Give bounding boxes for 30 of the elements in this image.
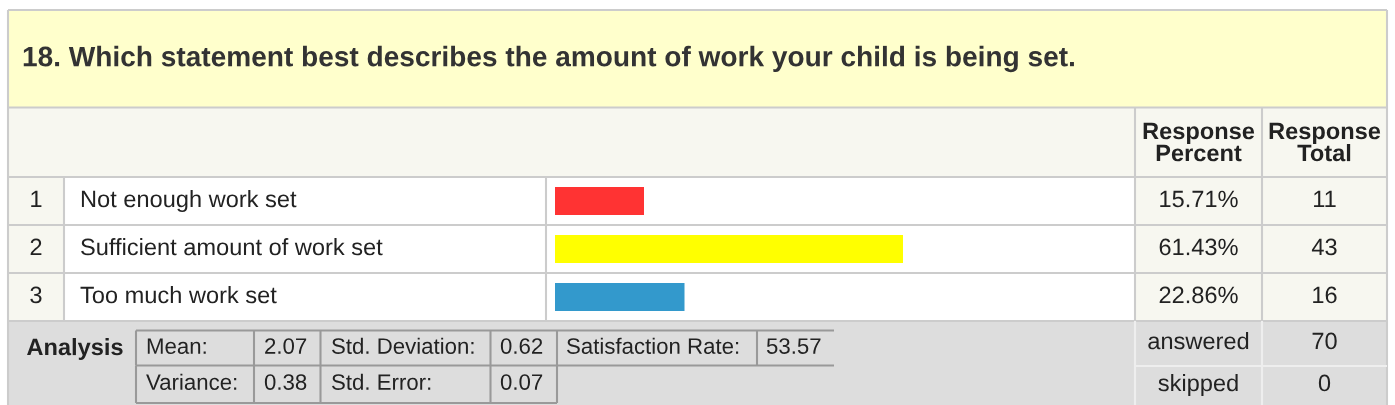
text: 16: [1313, 286, 1337, 304]
text: 3: [30, 286, 42, 304]
text: 11: [1314, 190, 1336, 208]
text: Std. Error:: [332, 373, 431, 390]
text: 43: [1311, 238, 1337, 256]
text: 2.07: [265, 338, 307, 354]
text: 0: [1318, 374, 1331, 392]
y-tick-label: Too much work set: [80, 286, 277, 304]
text: Std. Deviation:: [332, 337, 474, 354]
data-label: 61.43%: [1159, 238, 1238, 256]
text: Satisfaction Rate:: [567, 337, 739, 354]
chart-title: 18. Which statement best describes the amount of work your child is being set.: [23, 45, 1074, 73]
data-label: 15.71%: [1160, 190, 1238, 208]
text: Mean:: [147, 338, 206, 354]
data-label: 22.86%: [1159, 286, 1238, 304]
y-tick-label: Sufficient amount of work set: [81, 237, 383, 256]
text: skipped: [1158, 373, 1238, 396]
text: 70: [1312, 332, 1337, 350]
text: 0.07: [500, 374, 543, 390]
text: Response Percent: [1143, 122, 1255, 162]
y-tick-label: Not enough work set: [81, 189, 297, 212]
text: answered: [1148, 331, 1249, 350]
text: 0.38: [264, 374, 307, 390]
text: Analysis: [27, 337, 123, 360]
text: Response Total: [1269, 122, 1381, 162]
text: Variance:: [146, 373, 237, 390]
text: 53.57: [766, 338, 821, 354]
text: 2: [30, 238, 42, 256]
text: 0.62: [500, 338, 543, 354]
text: 1: [31, 190, 42, 208]
